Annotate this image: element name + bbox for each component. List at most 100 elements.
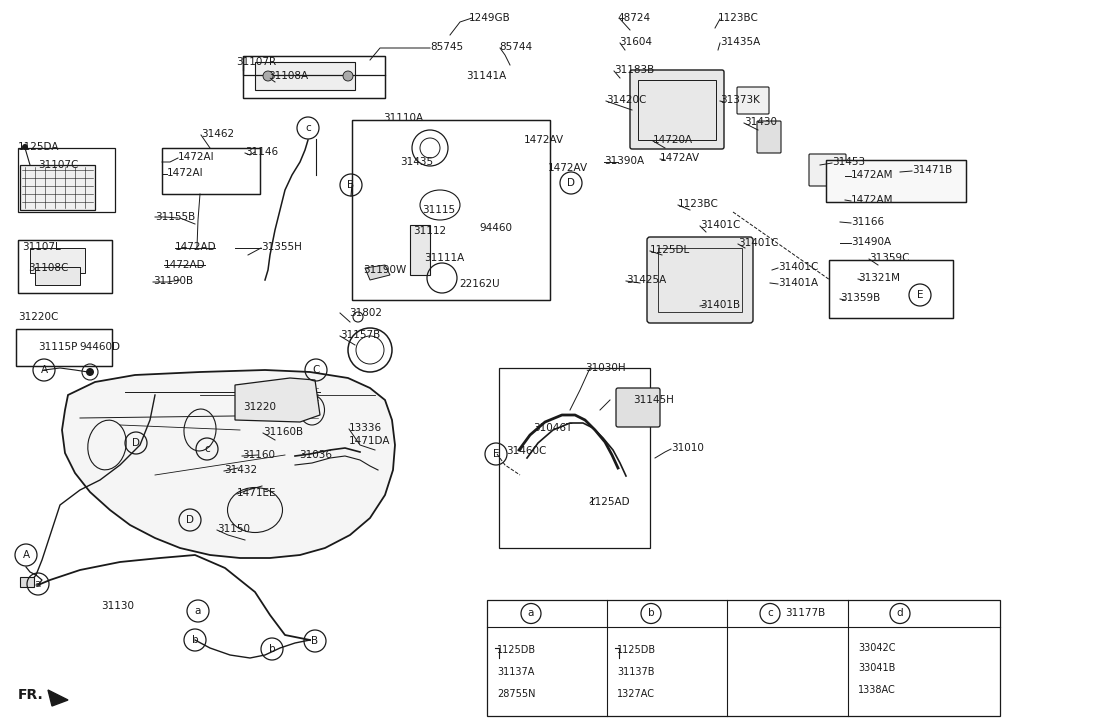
Text: 31435A: 31435A — [720, 37, 761, 47]
Text: 94460D: 94460D — [79, 342, 120, 352]
Text: 31604: 31604 — [619, 37, 652, 47]
Text: E: E — [492, 449, 499, 459]
Bar — [30, 248, 85, 273]
Text: 31490A: 31490A — [851, 237, 891, 247]
Text: 31190W: 31190W — [363, 265, 407, 275]
Text: 31220: 31220 — [243, 402, 276, 412]
Text: 1125DB: 1125DB — [617, 645, 656, 655]
Bar — [35, 267, 80, 285]
Text: 1125DA: 1125DA — [18, 142, 59, 152]
Bar — [243, 56, 385, 98]
Bar — [243, 56, 385, 98]
Bar — [639, 80, 717, 140]
Text: 31107R: 31107R — [236, 57, 276, 67]
Bar — [826, 160, 966, 202]
Text: 31430: 31430 — [744, 117, 777, 127]
Bar — [16, 329, 112, 366]
Circle shape — [86, 368, 95, 376]
Text: 1123BC: 1123BC — [678, 199, 719, 209]
FancyBboxPatch shape — [809, 154, 846, 186]
Text: a: a — [35, 579, 41, 589]
Text: 31359B: 31359B — [840, 293, 880, 303]
Text: 31355H: 31355H — [260, 242, 302, 252]
Bar — [18, 148, 115, 212]
Polygon shape — [365, 265, 390, 280]
Text: 31111A: 31111A — [424, 253, 464, 263]
Text: 14720A: 14720A — [653, 135, 693, 145]
Text: b: b — [191, 635, 198, 645]
Bar — [352, 120, 550, 300]
Text: a: a — [528, 608, 534, 619]
Text: 31108A: 31108A — [268, 71, 308, 81]
Text: 1472AM: 1472AM — [851, 195, 893, 205]
Text: 31130: 31130 — [101, 601, 134, 611]
Text: 31115P: 31115P — [38, 342, 77, 352]
Bar — [352, 120, 550, 300]
Text: 31046T: 31046T — [533, 423, 573, 433]
Bar — [658, 248, 742, 312]
Text: 31390A: 31390A — [604, 156, 644, 166]
Text: 22162U: 22162U — [459, 279, 500, 289]
Text: 31137B: 31137B — [617, 667, 655, 677]
Text: 31107L: 31107L — [22, 242, 60, 252]
Text: 1125DL: 1125DL — [650, 245, 690, 255]
Circle shape — [22, 144, 27, 150]
Bar — [255, 62, 355, 90]
Text: 85744: 85744 — [499, 42, 532, 52]
Text: 1471EE: 1471EE — [237, 488, 277, 498]
Text: c: c — [767, 608, 773, 619]
Text: 31401C: 31401C — [700, 220, 741, 230]
Text: 31425A: 31425A — [626, 275, 666, 285]
Text: 31166: 31166 — [851, 217, 884, 227]
Text: 31401A: 31401A — [778, 278, 818, 288]
Text: 31160: 31160 — [242, 450, 275, 460]
Text: 1338AC: 1338AC — [858, 685, 896, 695]
Text: 31190B: 31190B — [153, 276, 193, 286]
Text: 1125AD: 1125AD — [589, 497, 631, 507]
Text: b: b — [647, 608, 654, 619]
Text: 28755N: 28755N — [497, 689, 535, 699]
Bar — [829, 260, 953, 318]
Text: 31460C: 31460C — [506, 446, 546, 456]
Bar — [18, 240, 112, 293]
Text: 31010: 31010 — [671, 443, 703, 453]
Text: 31321M: 31321M — [858, 273, 900, 283]
Text: 31802: 31802 — [349, 308, 382, 318]
Text: B: B — [347, 180, 355, 190]
Bar — [16, 329, 112, 366]
Text: 1471DA: 1471DA — [349, 436, 390, 446]
Text: 1249GB: 1249GB — [469, 13, 511, 23]
FancyBboxPatch shape — [757, 121, 781, 153]
Text: A: A — [41, 365, 47, 375]
FancyBboxPatch shape — [647, 237, 753, 323]
Text: 1472AI: 1472AI — [178, 152, 214, 162]
Bar — [18, 240, 112, 293]
Polygon shape — [235, 378, 320, 422]
Text: 31141A: 31141A — [466, 71, 507, 81]
Text: 85745: 85745 — [430, 42, 463, 52]
Text: a: a — [195, 606, 201, 616]
Text: 31107C: 31107C — [38, 160, 78, 170]
Text: 31453: 31453 — [832, 157, 865, 167]
Text: 1472AM: 1472AM — [851, 170, 893, 180]
Polygon shape — [62, 370, 395, 558]
Text: 1472AD: 1472AD — [175, 242, 217, 252]
Text: 31435: 31435 — [400, 157, 433, 167]
Text: 1125DB: 1125DB — [497, 645, 536, 655]
Polygon shape — [48, 690, 68, 706]
Text: 31137A: 31137A — [497, 667, 534, 677]
Text: 31160B: 31160B — [263, 427, 303, 437]
Bar — [20, 577, 34, 587]
Text: d: d — [897, 608, 903, 619]
Text: c: c — [204, 444, 210, 454]
Bar — [499, 368, 650, 548]
Text: 31030H: 31030H — [585, 363, 625, 373]
Text: 31420C: 31420C — [606, 95, 646, 105]
Text: 31432: 31432 — [224, 465, 257, 475]
Text: 31401C: 31401C — [739, 238, 778, 248]
Text: 31462: 31462 — [201, 129, 234, 139]
Text: 94460: 94460 — [479, 223, 512, 233]
Text: D: D — [132, 438, 140, 448]
Text: 31150: 31150 — [217, 524, 249, 534]
Text: D: D — [186, 515, 195, 525]
